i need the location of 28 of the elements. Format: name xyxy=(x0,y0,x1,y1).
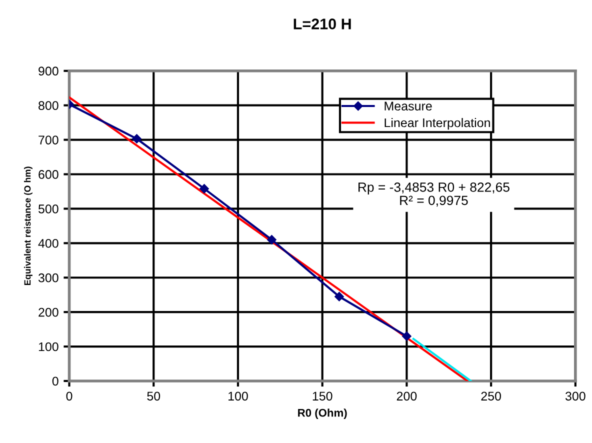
x-tick-label: 50 xyxy=(147,392,160,401)
y-tick-label: 300 xyxy=(38,273,58,282)
y-tick-label: 700 xyxy=(38,136,58,144)
y-tick-label: 200 xyxy=(38,308,58,317)
y-axis-title: Equivalent reistance (O hm) xyxy=(24,166,32,286)
x-tick-label: 250 xyxy=(481,392,502,401)
x-tick-label: 100 xyxy=(228,392,248,401)
legend-label: Measure xyxy=(384,102,432,111)
point xyxy=(267,235,276,244)
legend-label: Linear Interpolation xyxy=(384,118,490,130)
x-tick-label: 200 xyxy=(396,392,417,401)
y-tick-label: 100 xyxy=(38,342,58,352)
x-tick-label: 300 xyxy=(565,392,586,401)
y-tick-label: 400 xyxy=(38,238,58,248)
point xyxy=(200,184,209,194)
x-axis-title: R0 (Ohm) xyxy=(298,408,347,419)
y-tick-label: 0 xyxy=(52,376,58,386)
chart-title: L=210 H xyxy=(294,18,351,30)
y-tick-label: 600 xyxy=(38,170,58,179)
y-tick-label: 500 xyxy=(38,204,58,214)
annotation: Rp = -3,4853 R0 + 822,65 R² = 0,9975 xyxy=(358,182,510,207)
x-tick-label: 150 xyxy=(312,392,332,401)
y-tick-label: 800 xyxy=(38,101,58,110)
point xyxy=(132,134,142,144)
x-tick-label: 0 xyxy=(66,392,72,401)
y-tick-label: 900 xyxy=(38,66,58,76)
point xyxy=(402,332,412,341)
point xyxy=(334,292,344,302)
